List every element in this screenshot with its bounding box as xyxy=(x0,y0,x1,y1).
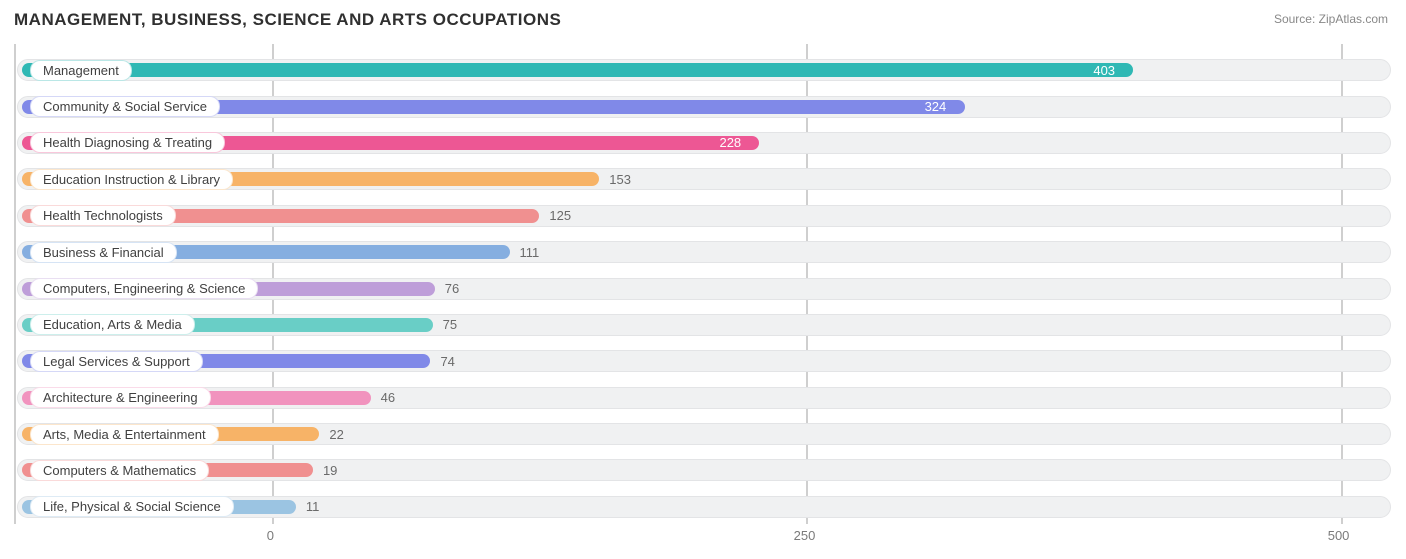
x-tick-label: 0 xyxy=(267,528,274,543)
bar-value: 403 xyxy=(1093,63,1115,78)
bar-row: Life, Physical & Social Science 11 xyxy=(16,489,1392,525)
bar-value: 324 xyxy=(925,99,947,114)
bar-value: 125 xyxy=(549,208,571,223)
chart-container: MANAGEMENT, BUSINESS, SCIENCE AND ARTS O… xyxy=(0,0,1406,559)
source-attribution: Source: ZipAtlas.com xyxy=(1274,12,1388,26)
bar-row: Health Diagnosing & Treating 228 xyxy=(16,125,1392,161)
bar-row: Arts, Media & Entertainment 22 xyxy=(16,416,1392,452)
bar-label: Computers & Mathematics xyxy=(30,460,209,481)
bar-label: Health Diagnosing & Treating xyxy=(30,132,225,153)
bar-value: 46 xyxy=(381,390,395,405)
bar-row: Legal Services & Support 74 xyxy=(16,343,1392,379)
bar-value: 228 xyxy=(719,135,741,150)
bar-label: Education, Arts & Media xyxy=(30,314,195,335)
bar-label: Architecture & Engineering xyxy=(30,387,211,408)
bar-value: 76 xyxy=(445,281,459,296)
bar-label: Legal Services & Support xyxy=(30,351,203,372)
bar-value: 75 xyxy=(443,317,457,332)
bar-value: 11 xyxy=(306,499,320,514)
bar-label: Arts, Media & Entertainment xyxy=(30,424,219,445)
bar-value: 111 xyxy=(520,245,540,260)
bar-fill xyxy=(22,63,1133,77)
bar-row: Health Technologists 125 xyxy=(16,198,1392,234)
bar-label: Business & Financial xyxy=(30,242,177,263)
bar-label: Computers, Engineering & Science xyxy=(30,278,258,299)
x-tick-label: 500 xyxy=(1328,528,1350,543)
bar-label: Life, Physical & Social Science xyxy=(30,496,234,517)
bar-row: Business & Financial 111 xyxy=(16,234,1392,270)
bar-row: Education, Arts & Media 75 xyxy=(16,307,1392,343)
bar-label: Education Instruction & Library xyxy=(30,169,233,190)
bar-row: Computers, Engineering & Science 76 xyxy=(16,270,1392,306)
bar-label: Health Technologists xyxy=(30,205,176,226)
bar-row: Community & Social Service 324 xyxy=(16,88,1392,124)
bar-row: Computers & Mathematics 19 xyxy=(16,452,1392,488)
bar-row: Management 403 xyxy=(16,52,1392,88)
bar-value: 22 xyxy=(329,427,343,442)
bar-label: Management xyxy=(30,60,132,81)
bar-value: 74 xyxy=(440,354,454,369)
bar-label: Community & Social Service xyxy=(30,96,220,117)
chart-title: MANAGEMENT, BUSINESS, SCIENCE AND ARTS O… xyxy=(14,10,1392,30)
bar-value: 19 xyxy=(323,463,337,478)
x-tick-label: 250 xyxy=(794,528,816,543)
plot-area: Management 403 Community & Social Service 3… xyxy=(14,44,1392,524)
bars-wrap: Management 403 Community & Social Service 3… xyxy=(16,44,1392,525)
bar-value: 153 xyxy=(609,172,631,187)
bar-row: Education Instruction & Library 153 xyxy=(16,161,1392,197)
bar-row: Architecture & Engineering 46 xyxy=(16,380,1392,416)
x-axis: 0 250 500 xyxy=(14,528,1392,548)
